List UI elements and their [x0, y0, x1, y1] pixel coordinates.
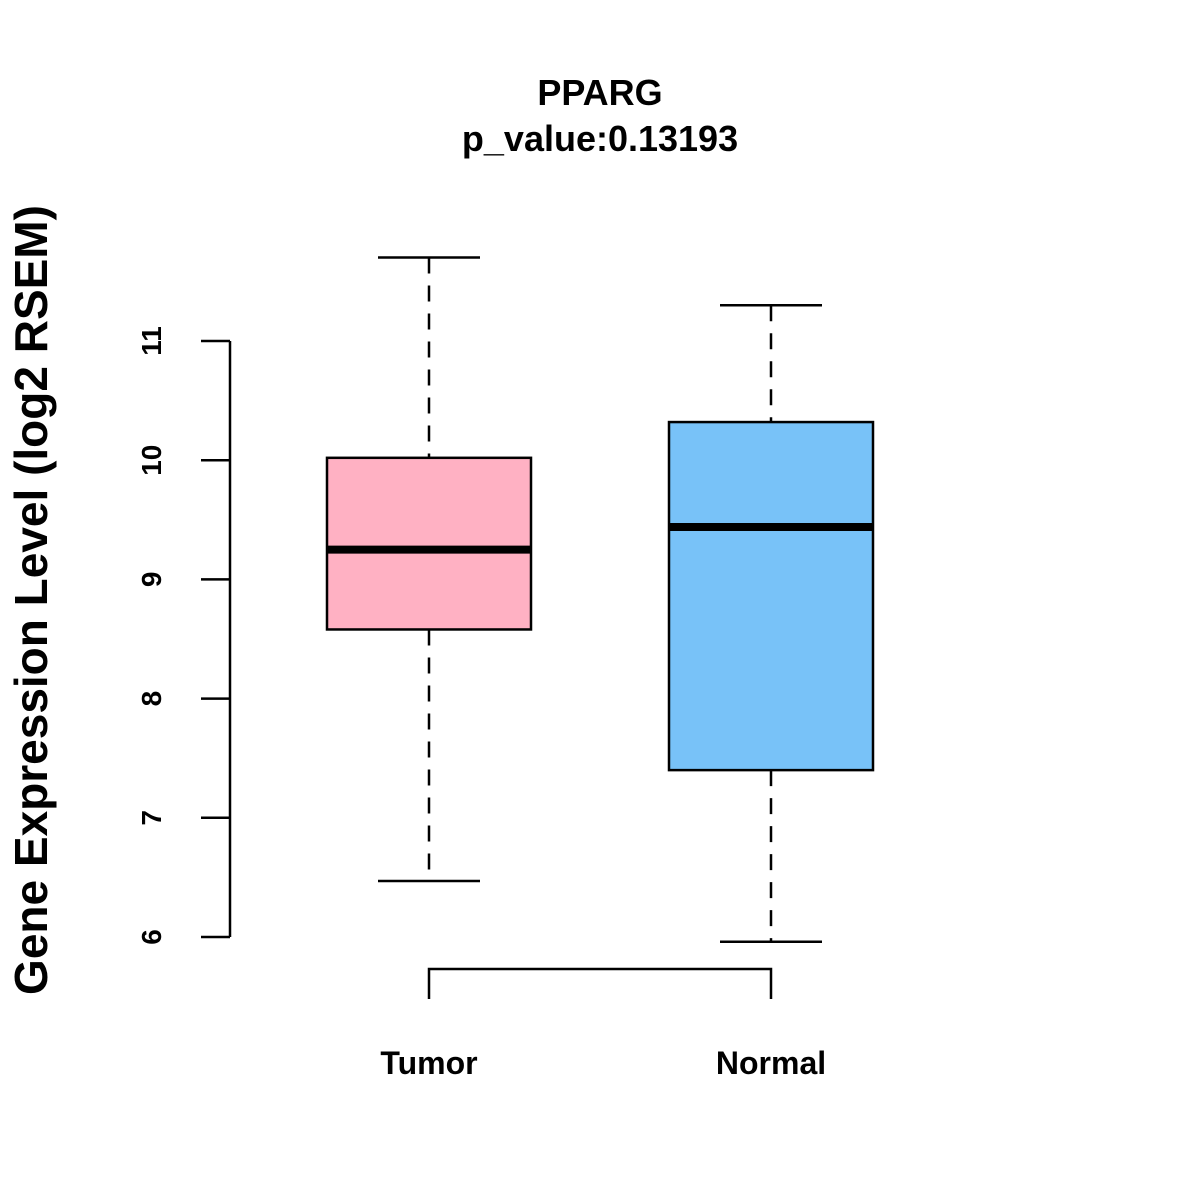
comparison-bracket: [427, 967, 773, 999]
boxes: [325, 256, 875, 944]
bracket-line: [427, 967, 773, 999]
iqr-box: [667, 420, 875, 772]
box-group-tumor: [325, 256, 533, 883]
chart-title: PPARG: [537, 72, 662, 113]
iqr-box: [325, 456, 533, 631]
y-tick-label: 8: [136, 691, 167, 707]
box-group-normal: [667, 303, 875, 944]
y-tick-label: 6: [136, 929, 167, 945]
x-axis-labels: Tumor Normal: [380, 1045, 826, 1081]
y-tick-label: 10: [136, 445, 167, 476]
y-axis-label: Gene Expression Level (log2 RSEM): [5, 205, 57, 995]
y-axis: 6 7 8 9 10 11: [136, 326, 232, 945]
chart-subtitle: p_value:0.13193: [462, 118, 738, 159]
y-tick-label: 9: [136, 572, 167, 588]
y-tick-label: 11: [136, 326, 167, 356]
x-tick-label: Tumor: [380, 1045, 477, 1081]
x-tick-label: Normal: [716, 1045, 826, 1081]
y-tick-label: 7: [136, 810, 167, 826]
